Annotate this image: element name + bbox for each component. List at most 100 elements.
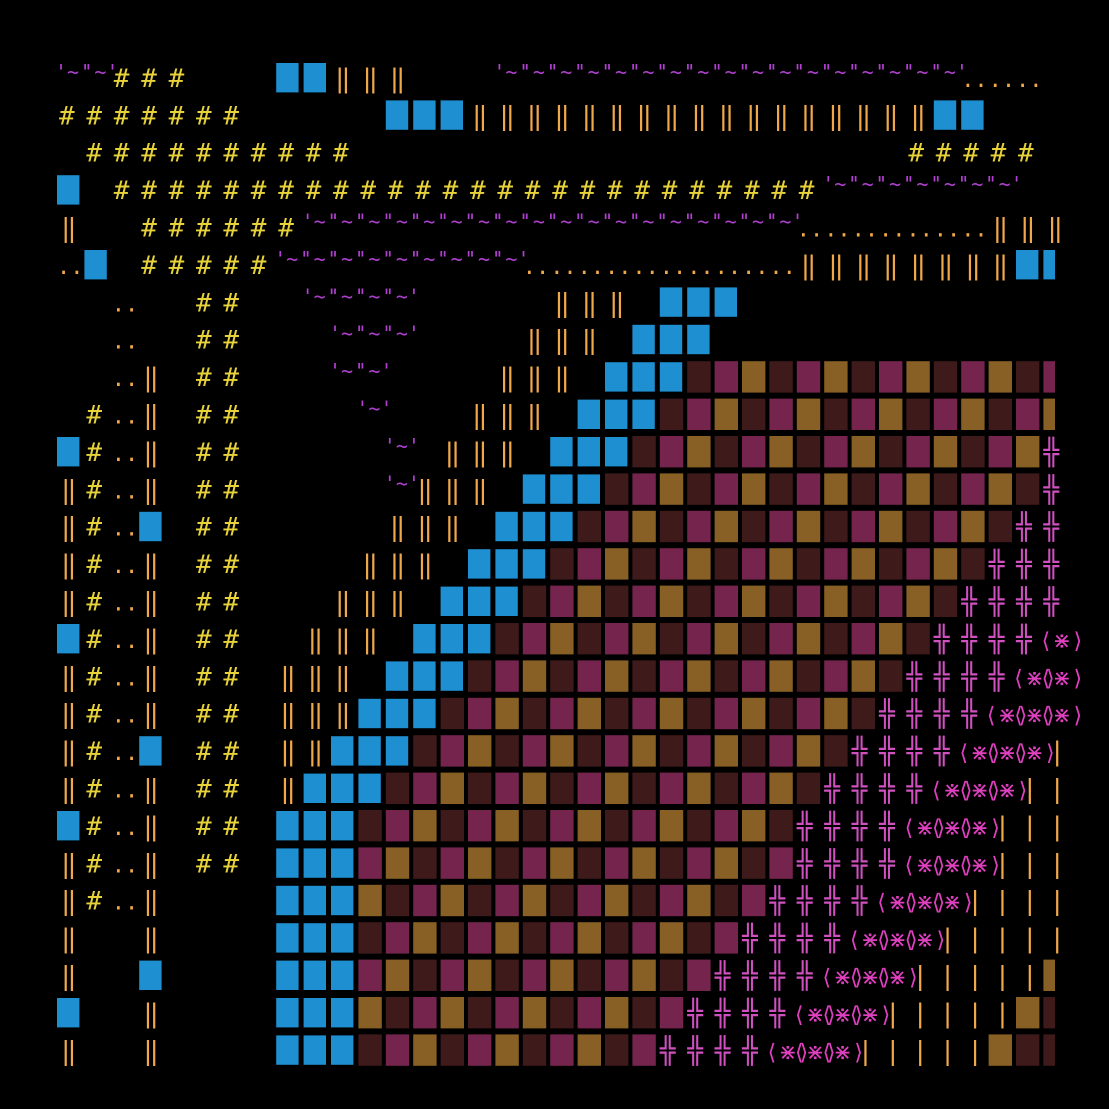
hash-glyph: # — [196, 251, 212, 281]
shade-dark-cell — [796, 660, 821, 692]
dots-glyph: .. — [112, 479, 139, 504]
shade-orange-cell — [742, 361, 766, 393]
star-glyph: ⟨⋇⟩ — [1012, 741, 1057, 766]
shade-orange-cell — [550, 959, 574, 991]
shade-orange-cell — [440, 997, 464, 1029]
bar-glyph: | — [940, 999, 956, 1029]
pipe-glyph: ‖ — [472, 401, 488, 431]
cross-glyph: ╬ — [851, 847, 869, 879]
cross-glyph: ╬ — [988, 623, 1006, 655]
tilde-glyph: '~' — [384, 434, 420, 458]
bar-glyph: | — [967, 962, 983, 992]
shade-dark-cell — [522, 585, 547, 617]
dots-glyph: .. — [112, 704, 139, 729]
hash-glyph: # — [114, 139, 130, 169]
tilde-glyph: '~' — [329, 247, 365, 271]
shade-dark-cell — [742, 398, 766, 430]
shade-orange-cell — [468, 735, 492, 767]
shade-pink-cell — [550, 922, 574, 954]
shade-dark-cell — [358, 922, 382, 954]
dots-glyph: .. — [660, 255, 687, 280]
shade-pink-cell — [495, 772, 519, 804]
blue-block — [303, 63, 326, 93]
blue-block — [1016, 250, 1039, 280]
cross-glyph: ╬ — [741, 922, 759, 954]
dots-glyph: .. — [1016, 68, 1043, 93]
shade-dark-cell — [495, 735, 519, 767]
blue-block — [276, 63, 299, 93]
bar-glyph: | — [885, 1036, 901, 1066]
cross-glyph: ╬ — [905, 773, 923, 805]
shade-pink-cell — [550, 1034, 574, 1066]
shade-pink-cell — [440, 847, 464, 879]
pipe-glyph: ‖ — [472, 101, 488, 131]
shade-orange-cell — [906, 473, 930, 505]
shade-orange-cell — [659, 473, 684, 505]
dots-glyph: .. — [112, 517, 139, 542]
shade-orange-cell — [906, 361, 930, 393]
hash-glyph: # — [114, 176, 130, 206]
shade-dark-cell — [605, 1034, 629, 1066]
shade-pink-cell — [769, 847, 793, 879]
blue-block — [961, 100, 984, 130]
pipe-glyph: ‖ — [965, 251, 981, 281]
shade-dark-cell — [440, 697, 464, 730]
shade-dark-cell — [796, 772, 821, 804]
shade-dark-cell — [468, 997, 492, 1029]
pipe-glyph: ‖ — [801, 251, 817, 281]
shade-orange-cell — [824, 361, 848, 393]
cross-glyph: ╬ — [823, 773, 841, 805]
tilde-glyph: '~' — [630, 60, 666, 84]
shade-pink-cell — [550, 585, 574, 617]
shade-dark-cell — [522, 697, 547, 730]
star-glyph: ⟨⋇⟩ — [848, 1003, 893, 1028]
shade-dark-cell — [1016, 473, 1040, 505]
hash-glyph: # — [196, 662, 212, 692]
shade-pink-cell — [824, 436, 848, 468]
pipe-glyph: ‖ — [61, 887, 77, 917]
tilde-glyph: '~' — [767, 60, 803, 84]
hash-glyph: # — [223, 214, 239, 244]
shade-dark-cell — [550, 772, 574, 804]
shade-dark-cell — [742, 847, 766, 879]
shade-dark-cell — [796, 548, 821, 580]
shade-dark-cell — [879, 436, 903, 468]
hash-glyph: # — [223, 550, 239, 580]
blue-block — [331, 773, 354, 803]
pipe-glyph: ‖ — [61, 662, 77, 692]
pipe-glyph: ‖ — [362, 588, 378, 618]
shade-pink-cell — [358, 847, 382, 879]
shade-orange-cell — [769, 436, 793, 468]
hash-glyph: # — [278, 214, 294, 244]
shade-dark-cell — [659, 623, 684, 655]
hash-glyph: # — [991, 139, 1007, 169]
tilde-glyph: '~' — [356, 322, 392, 346]
star-glyph: ⟨⋇⟩ — [902, 928, 947, 953]
tilde-glyph: '~' — [302, 284, 338, 308]
cross-glyph: ╬ — [960, 586, 978, 618]
cross-glyph: ╬ — [714, 1034, 732, 1066]
shade-pink-cell — [742, 660, 766, 692]
tilde-glyph: '~' — [576, 210, 612, 234]
pipe-glyph: ‖ — [828, 251, 844, 281]
star-glyph: ⟨⋇⟩ — [793, 1003, 838, 1028]
pipe-glyph: ‖ — [308, 737, 324, 767]
blue-block — [303, 923, 326, 953]
shade-orange-cell — [632, 735, 656, 767]
shade-dark-cell — [906, 398, 930, 430]
blue-block — [331, 1035, 354, 1065]
shade-orange-cell — [468, 847, 492, 879]
cross-glyph: ╬ — [933, 698, 951, 730]
pipe-glyph: ‖ — [362, 625, 378, 655]
tilde-glyph: '~' — [850, 60, 886, 84]
shade-orange-cell — [714, 510, 738, 543]
pipe-glyph: ‖ — [636, 101, 652, 131]
shade-orange-cell — [495, 810, 519, 842]
pipe-glyph: ‖ — [280, 700, 296, 730]
shade-pink-cell — [577, 660, 601, 692]
shade-dark-cell — [659, 847, 684, 879]
hash-glyph: # — [196, 812, 212, 842]
blue-block — [687, 287, 710, 317]
shade-pink-cell — [605, 510, 629, 543]
shade-dark-cell — [769, 810, 793, 842]
